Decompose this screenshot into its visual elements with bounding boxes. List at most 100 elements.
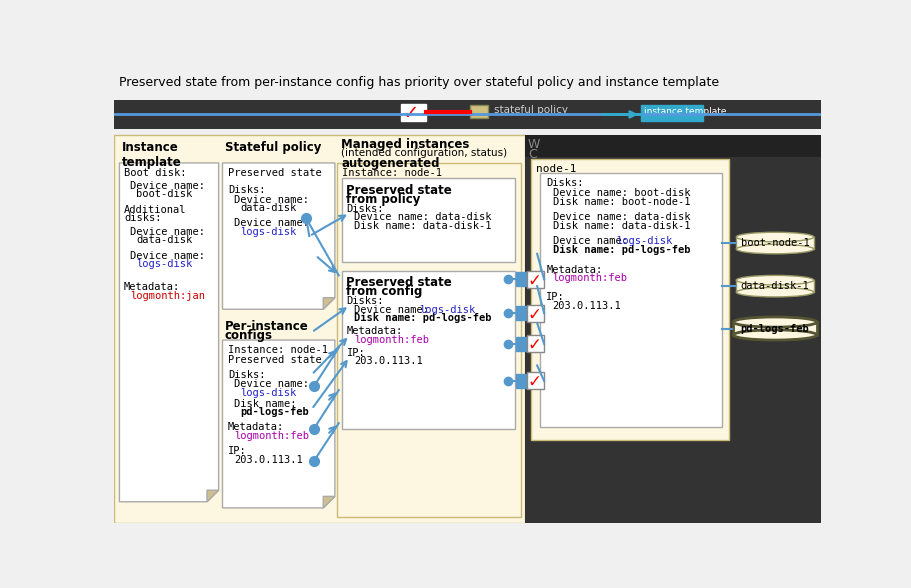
Text: Disk name:: Disk name: bbox=[234, 399, 296, 409]
Text: boot-node-1: boot-node-1 bbox=[740, 238, 809, 248]
Text: Metadata:: Metadata: bbox=[546, 265, 602, 275]
Text: stateful policy: stateful policy bbox=[493, 105, 568, 115]
Text: logs-disk: logs-disk bbox=[241, 227, 296, 237]
Text: Disks:: Disks: bbox=[228, 370, 265, 380]
Polygon shape bbox=[322, 298, 334, 309]
Bar bbox=[516, 272, 527, 286]
Ellipse shape bbox=[732, 330, 816, 340]
Text: Device name:: Device name: bbox=[234, 379, 309, 389]
Text: Managed instances: Managed instances bbox=[341, 138, 469, 151]
Text: 203.0.113.1: 203.0.113.1 bbox=[234, 455, 302, 465]
Text: Disk name: data-disk-1: Disk name: data-disk-1 bbox=[552, 220, 690, 230]
Text: Disks:: Disks: bbox=[346, 296, 384, 306]
Text: pd-logs-feb: pd-logs-feb bbox=[241, 407, 309, 417]
Text: Disk name: data-disk-1: Disk name: data-disk-1 bbox=[353, 220, 491, 230]
Text: Preserved state: Preserved state bbox=[228, 355, 322, 365]
Text: 203.0.113.1: 203.0.113.1 bbox=[552, 301, 620, 311]
Text: Disks:: Disks: bbox=[546, 178, 583, 188]
Text: Device name: boot-disk: Device name: boot-disk bbox=[552, 188, 690, 198]
Text: Instance: node-1: Instance: node-1 bbox=[228, 345, 328, 356]
Text: configs: configs bbox=[225, 329, 272, 342]
Text: disks:: disks: bbox=[124, 213, 161, 223]
Text: Metadata:: Metadata: bbox=[228, 422, 284, 432]
Text: IP:: IP: bbox=[228, 446, 246, 456]
Text: logs-disk: logs-disk bbox=[241, 388, 296, 398]
Bar bbox=[400, 103, 425, 121]
Bar bbox=[527, 372, 544, 389]
Text: Disk name: boot-node-1: Disk name: boot-node-1 bbox=[552, 197, 690, 207]
Bar bbox=[527, 270, 544, 288]
Polygon shape bbox=[207, 490, 219, 502]
Ellipse shape bbox=[732, 317, 816, 327]
Ellipse shape bbox=[735, 232, 813, 242]
Text: Device name:: Device name: bbox=[130, 227, 205, 237]
Bar bbox=[539, 173, 722, 427]
Text: ✓: ✓ bbox=[527, 305, 541, 323]
Bar bbox=[530, 159, 728, 440]
Text: C: C bbox=[527, 148, 536, 161]
Text: (intended configuration, status): (intended configuration, status) bbox=[341, 148, 507, 158]
Bar bbox=[516, 374, 527, 388]
Text: Device name:: Device name: bbox=[552, 236, 633, 246]
Text: logs-disk: logs-disk bbox=[616, 236, 671, 246]
Bar bbox=[470, 105, 487, 118]
Text: ✓: ✓ bbox=[527, 272, 541, 289]
Text: instance template: instance template bbox=[643, 107, 726, 116]
Bar bbox=[527, 335, 544, 352]
Bar bbox=[527, 305, 544, 322]
Text: Device name:: Device name: bbox=[353, 305, 435, 315]
Text: node-1: node-1 bbox=[535, 163, 576, 173]
Polygon shape bbox=[222, 163, 334, 309]
Text: Device name:: Device name: bbox=[234, 195, 309, 205]
Text: 203.0.113.1: 203.0.113.1 bbox=[353, 356, 423, 366]
Text: boot-disk: boot-disk bbox=[137, 189, 192, 199]
Bar bbox=[342, 178, 515, 262]
Text: from policy: from policy bbox=[346, 193, 420, 206]
Text: logmonth:feb: logmonth:feb bbox=[552, 273, 627, 283]
Text: Preserved state: Preserved state bbox=[228, 168, 322, 178]
Text: logmonth:feb: logmonth:feb bbox=[353, 335, 429, 345]
Text: ✓: ✓ bbox=[527, 373, 541, 391]
Text: Per-instance: Per-instance bbox=[225, 320, 308, 333]
Ellipse shape bbox=[735, 245, 813, 254]
Bar bbox=[114, 135, 524, 523]
Text: data-disk: data-disk bbox=[137, 235, 192, 245]
Text: Metadata:: Metadata: bbox=[124, 282, 180, 292]
Text: Preserved state from per-instance config has priority over stateful policy and i: Preserved state from per-instance config… bbox=[119, 76, 719, 89]
Text: Additional: Additional bbox=[124, 205, 187, 215]
Text: logs-disk: logs-disk bbox=[419, 305, 475, 315]
Text: Device name:: Device name: bbox=[130, 181, 205, 191]
Bar bbox=[524, 135, 820, 157]
Bar bbox=[114, 100, 820, 129]
Bar bbox=[516, 337, 527, 351]
Text: Disks:: Disks: bbox=[228, 185, 265, 195]
Text: pd-logs-feb: pd-logs-feb bbox=[740, 323, 809, 333]
Bar bbox=[735, 280, 813, 292]
Text: Device name:: Device name: bbox=[130, 250, 205, 260]
Bar bbox=[516, 306, 527, 320]
Text: Preserved state: Preserved state bbox=[346, 183, 452, 197]
Text: Metadata:: Metadata: bbox=[346, 326, 403, 336]
Bar bbox=[114, 71, 820, 95]
Text: Disk name: pd-logs-feb: Disk name: pd-logs-feb bbox=[552, 245, 690, 255]
Text: IP:: IP: bbox=[546, 292, 565, 302]
Text: Device name: data-disk: Device name: data-disk bbox=[552, 212, 690, 222]
Text: autogenerated: autogenerated bbox=[341, 157, 439, 170]
Text: Instance
template: Instance template bbox=[121, 141, 181, 169]
Text: Disk name: pd-logs-feb: Disk name: pd-logs-feb bbox=[353, 313, 491, 323]
Bar bbox=[732, 322, 816, 335]
Text: ✓: ✓ bbox=[527, 336, 541, 354]
Bar bbox=[342, 270, 515, 429]
Text: logmonth:feb: logmonth:feb bbox=[234, 431, 309, 441]
Polygon shape bbox=[322, 496, 334, 508]
Text: data-disk: data-disk bbox=[241, 203, 296, 213]
Text: ✓: ✓ bbox=[402, 103, 418, 123]
Text: from config: from config bbox=[346, 285, 423, 298]
Text: Disks:: Disks: bbox=[346, 204, 384, 214]
Text: logmonth:jan: logmonth:jan bbox=[130, 291, 205, 301]
Text: Stateful policy: Stateful policy bbox=[225, 141, 321, 155]
Text: Boot disk:: Boot disk: bbox=[124, 168, 187, 178]
Text: IP:: IP: bbox=[346, 348, 364, 358]
Bar bbox=[337, 163, 520, 517]
Bar bbox=[640, 105, 702, 121]
